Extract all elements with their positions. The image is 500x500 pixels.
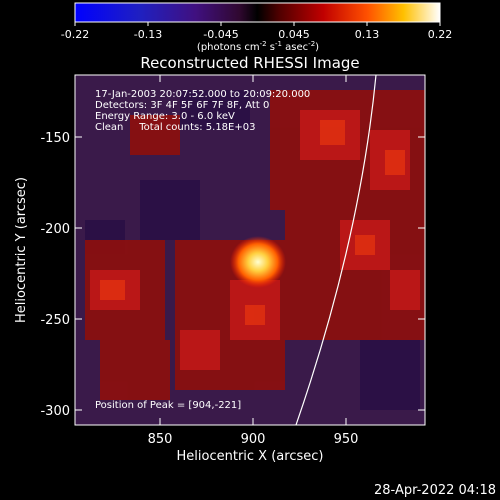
peak-source (230, 236, 286, 288)
colorbar (74, 2, 441, 23)
y-tick-label: -150 (40, 131, 70, 146)
info-line-energy: Energy Range: 3.0 - 6.0 keV (95, 111, 235, 122)
colorbar-tick-label: -0.045 (203, 28, 238, 41)
info-line-detectors: Detectors: 3F 4F 5F 6F 7F 8F, Att 0 (95, 100, 269, 111)
peak-position-text: Position of Peak = [904,-221] (95, 400, 241, 411)
colorbar-units: (photons cm-2 s-1 asec-2) (197, 40, 319, 53)
x-tick-label: 900 (241, 432, 266, 447)
info-line-time: 17-Jan-2003 20:07:52.000 to 20:09:20.000 (95, 89, 310, 100)
colorbar-tick-label: -0.22 (61, 28, 89, 41)
colorbar-tick-label: -0.13 (134, 28, 162, 41)
y-axis-label: Heliocentric Y (arcsec) (14, 177, 29, 323)
x-axis-label: Heliocentric X (arcsec) (177, 449, 324, 464)
plot-frame (74, 74, 426, 426)
plot-title: Reconstructed RHESSI Image (140, 54, 359, 72)
colorbar-tick-label: 0.13 (355, 28, 380, 41)
colorbar-tick-label: 0.22 (428, 28, 453, 41)
y-tick-label: -200 (40, 222, 70, 237)
info-line-counts: Clean Total counts: 5.18E+03 (95, 122, 255, 133)
x-tick-label: 850 (148, 432, 173, 447)
colorbar-tick-label: 0.045 (278, 28, 310, 41)
x-tick-label: 950 (334, 432, 359, 447)
colorbar-ticks (74, 22, 441, 26)
footer-timestamp: 28-Apr-2022 04:18 (374, 483, 496, 498)
y-tick-label: -300 (40, 404, 70, 419)
axis-ticks (75, 75, 425, 425)
y-tick-label: -250 (40, 313, 70, 328)
solar-limb-curve (295, 75, 377, 425)
rhessi-image (75, 75, 425, 425)
